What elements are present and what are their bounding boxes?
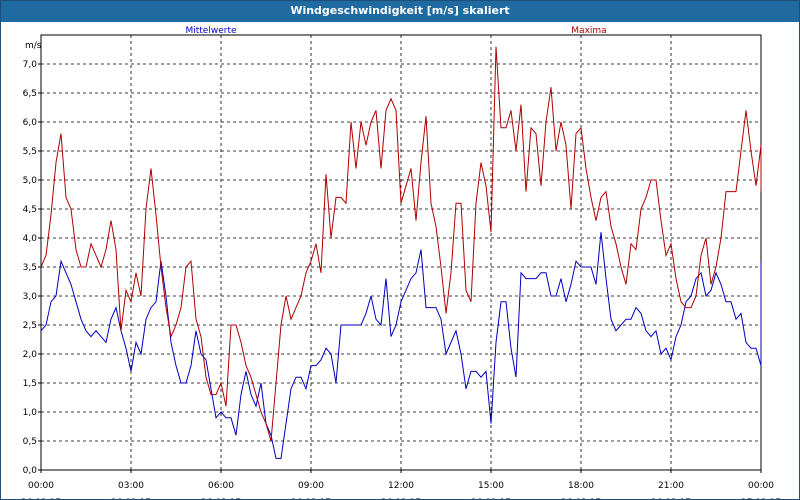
x-tick-date-label: 26.03.17: [201, 498, 241, 499]
x-tick-time-label: 21:00: [658, 481, 684, 491]
grid-lines: [41, 35, 761, 470]
series-line-mittelwerte: [40, 232, 762, 459]
x-tick-date-label: 26.03.17: [381, 498, 421, 499]
x-tick-time-label: 00:00: [748, 481, 774, 491]
y-tick-label: 5,0: [23, 176, 38, 186]
y-tick-label: 0,0: [23, 466, 38, 476]
y-tick-label: 3,0: [23, 292, 38, 302]
series-lines: [40, 46, 762, 459]
y-tick-label: 2,5: [23, 321, 37, 331]
y-tick-label: 2,0: [23, 350, 38, 360]
x-tick-time-label: 15:00: [478, 481, 504, 491]
x-tick-date-label: 26.03.17: [471, 498, 511, 499]
y-tick-label: 6,5: [23, 89, 37, 99]
y-tick-label: 4,5: [23, 205, 37, 215]
x-tick-time-label: 06:00: [208, 481, 234, 491]
x-tick-date-label: 26.03.17: [21, 498, 61, 499]
x-tick-date-label: 26.03.17: [111, 498, 151, 499]
x-tick-time-label: 03:00: [118, 481, 144, 491]
axes: 0,0 0,5 1,0 1,5 2,0 2,5 3,0 3,5 4,0 4,5 5,0 5,5 6,0 6…: [21, 60, 781, 499]
y-tick-label: 3,5: [23, 263, 37, 273]
y-tick-label: 0,5: [23, 437, 37, 447]
x-tick-date-label: 26.03.17: [651, 498, 691, 499]
y-tick-label: 7,0: [23, 60, 38, 70]
y-tick-label: 1,0: [23, 408, 38, 418]
x-tick-time-label: 12:00: [388, 481, 414, 491]
x-tick-date-label: 26.03.17: [561, 498, 601, 499]
series-line-maxima: [40, 46, 762, 442]
window-title: Windgeschwindigkeit [m/s] skaliert: [1, 1, 799, 22]
x-tick-time-label: 00:00: [28, 481, 54, 491]
legend-mittelwerte: Mittelwerte: [185, 26, 236, 36]
x-tick-time-label: 18:00: [568, 481, 594, 491]
x-tick-time-label: 09:00: [298, 481, 324, 491]
wind-speed-chart: 0,0 0,5 1,0 1,5 2,0 2,5 3,0 3,5 4,0 4,5 5,0 5,5 6,0 6…: [21, 26, 781, 499]
y-axis-label: m/s: [25, 41, 42, 51]
legend-maxima: Maxima: [571, 26, 606, 36]
y-tick-label: 5,5: [23, 147, 37, 157]
y-tick-label: 4,0: [23, 234, 38, 244]
y-tick-label: 6,0: [23, 118, 38, 128]
x-tick-date-label: 26.03.17: [291, 498, 331, 499]
x-tick-date-label: 27.03.17: [741, 498, 781, 499]
y-tick-label: 1,5: [23, 379, 37, 389]
